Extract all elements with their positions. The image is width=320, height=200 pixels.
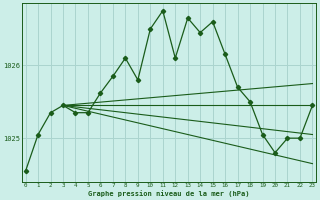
X-axis label: Graphe pression niveau de la mer (hPa): Graphe pression niveau de la mer (hPa) [88,190,250,197]
